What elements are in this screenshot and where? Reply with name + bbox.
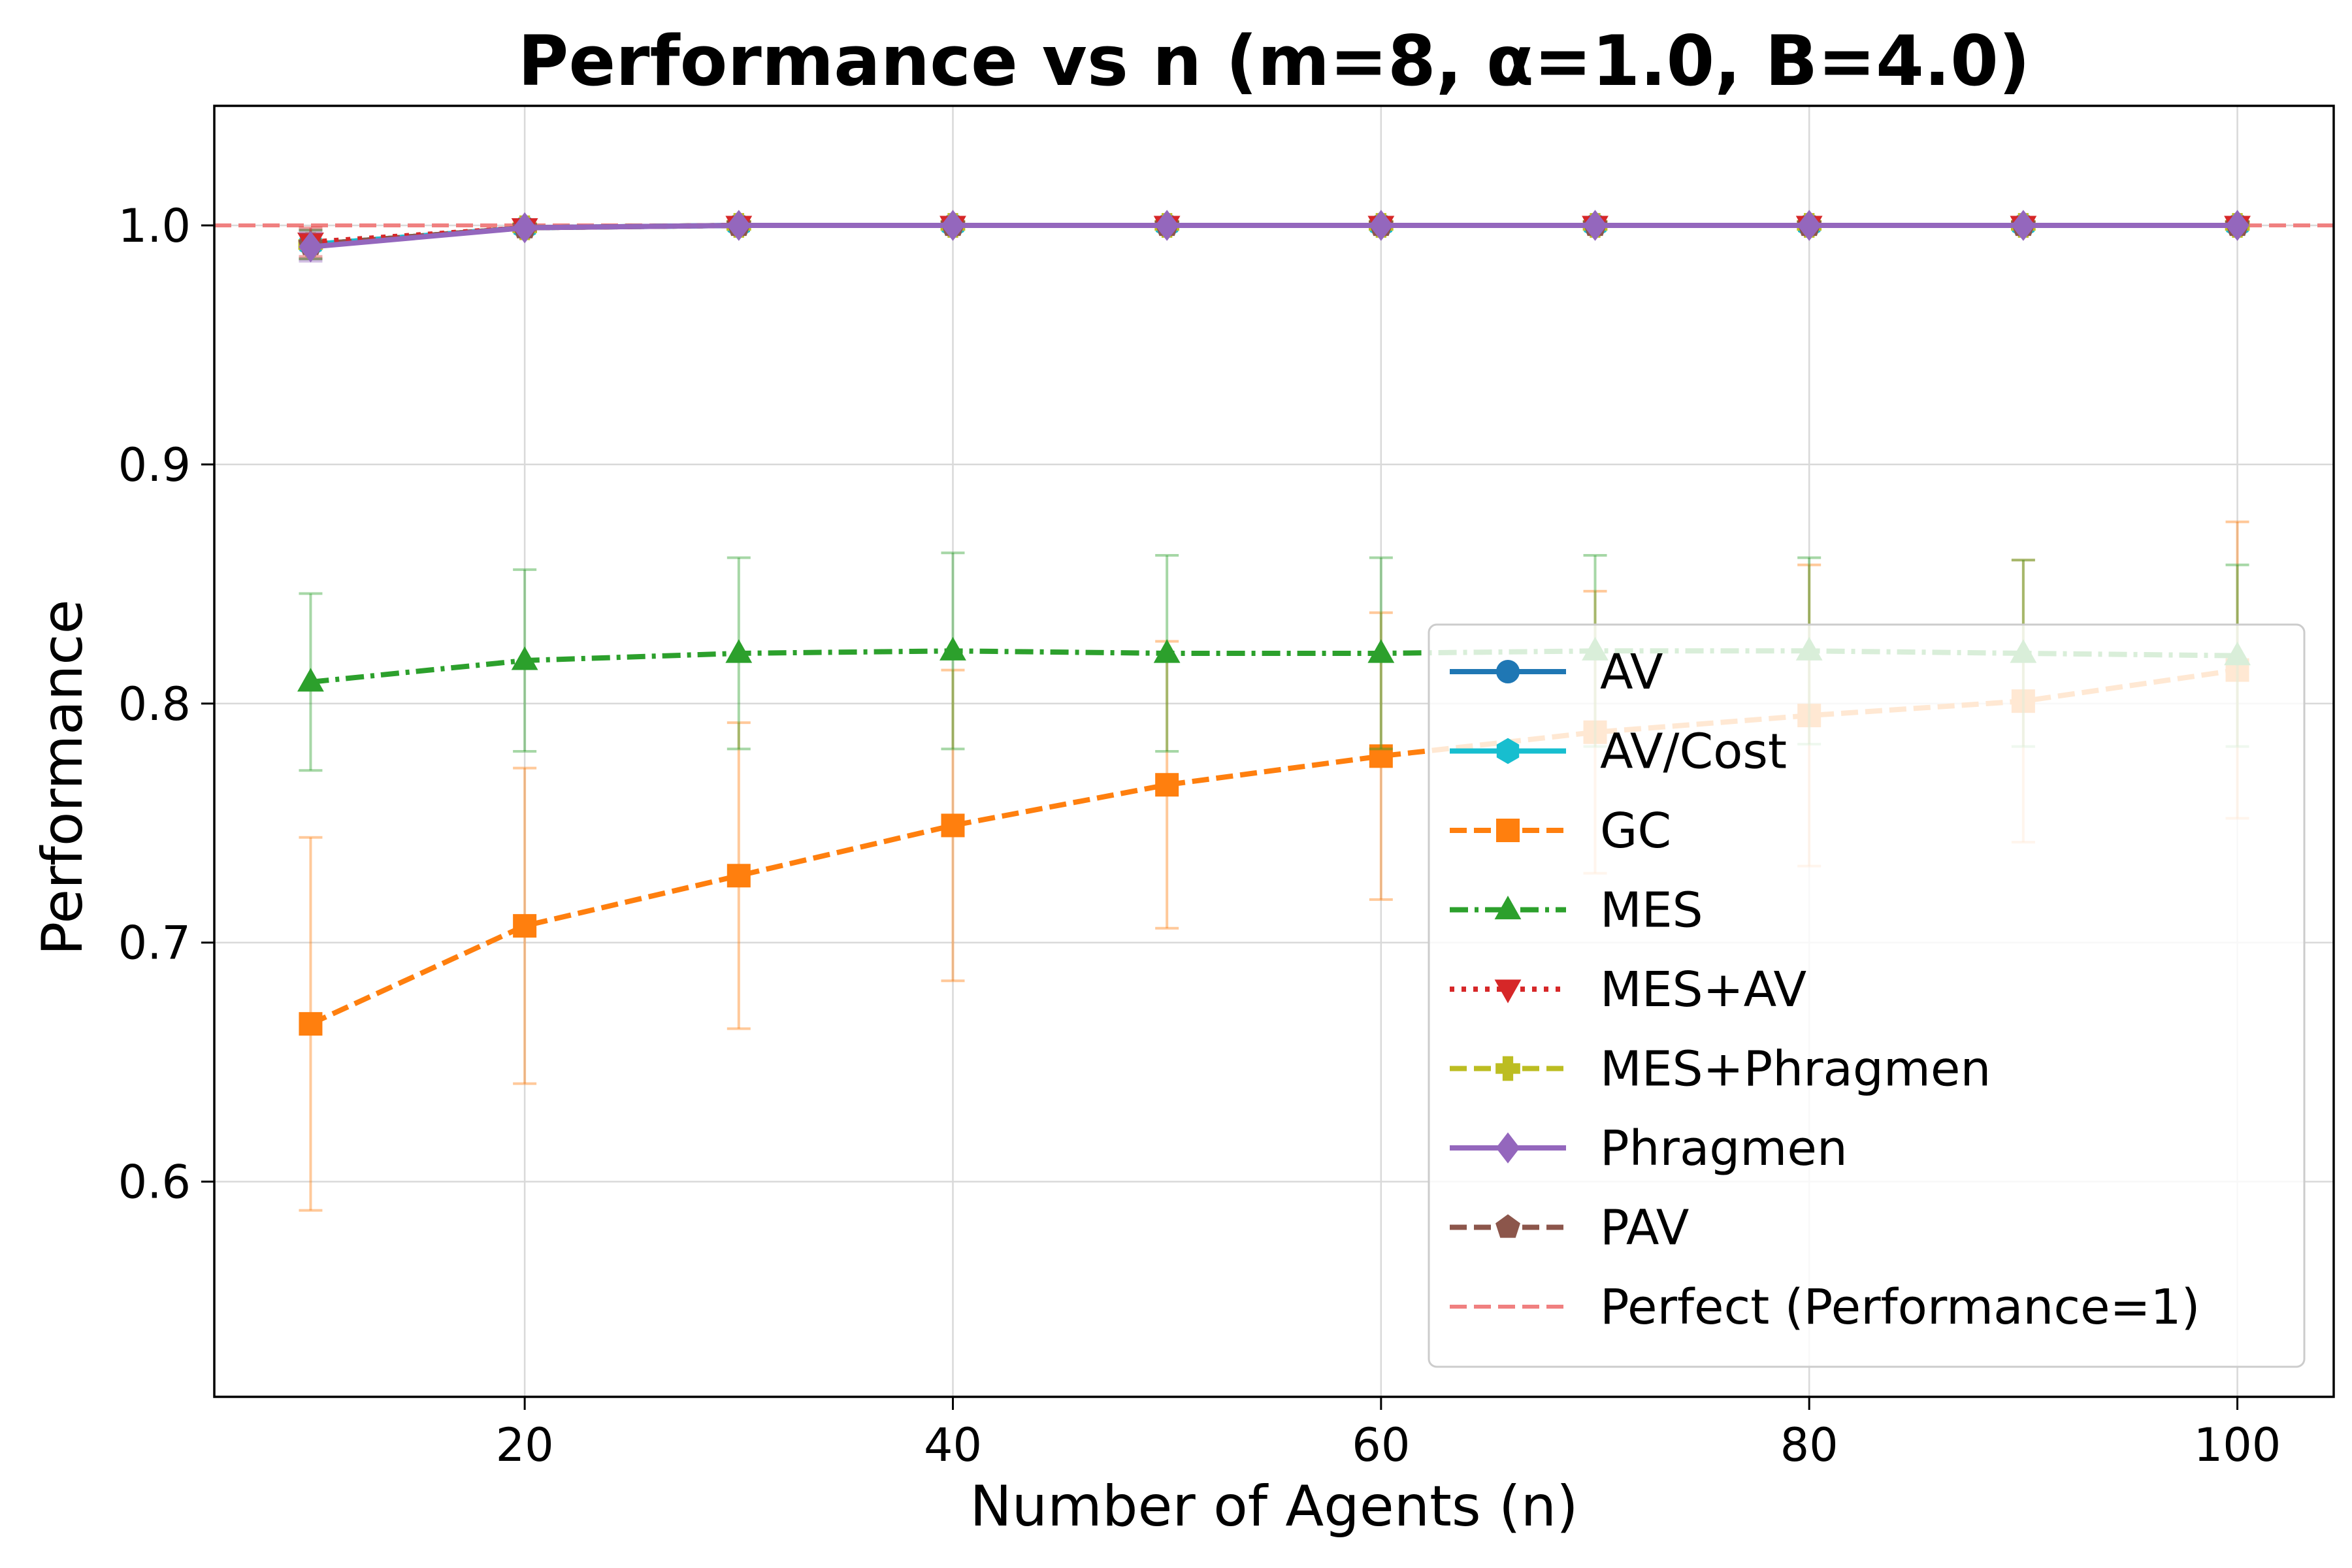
y-tick-label-0.8: 0.8: [118, 678, 191, 731]
series-phragmen: [299, 210, 2249, 263]
point-phragmen-30: [727, 210, 751, 241]
point-mes-20: [511, 646, 538, 670]
x-tick-label-60: 60: [1352, 1418, 1410, 1472]
x-tick-label-80: 80: [1780, 1418, 1838, 1472]
series-line-mes: [310, 648, 2238, 685]
point-mes-10: [297, 668, 324, 692]
y-tick-label-0.6: 0.6: [118, 1156, 191, 1209]
chart-title: Performance vs n (m=8, α=1.0, B=4.0): [518, 21, 2031, 101]
point-mes-30: [725, 639, 753, 663]
legend-marker-mes-av: [1494, 979, 1522, 1004]
y-axis-label: Performance: [30, 600, 95, 956]
legend-item-gc: GC: [1450, 803, 1671, 859]
point-phragmen-90: [2011, 210, 2036, 241]
x-axis-label: Number of Agents (n): [970, 1474, 1578, 1539]
legend-marker-mes: [1494, 895, 1522, 920]
legend-marker-gc: [1496, 819, 1520, 842]
point-mes-50: [1153, 639, 1181, 663]
axis-ticks: 20 40 60 80 100 0.6 0.7 0.8 0.9 1.0: [118, 199, 2281, 1472]
point-mes-60: [1367, 639, 1395, 663]
series-line-phragmen: [310, 222, 2238, 250]
legend-label-av: AV: [1600, 644, 1663, 700]
axes-frame: [213, 105, 2335, 1398]
point-gc-50: [1155, 773, 1179, 797]
legend-item-pav: PAV: [1450, 1200, 1690, 1256]
legend-label-perfect-performance-1-: Perfect (Performance=1): [1600, 1279, 2200, 1335]
point-phragmen-70: [1583, 210, 1607, 241]
point-gc-60: [1369, 744, 1393, 768]
legend-marker-pav: [1495, 1214, 1520, 1238]
legend-label-phragmen: Phragmen: [1600, 1120, 1848, 1177]
legend: AV AV/Cost GC MES MES+AV MES+Phragmen Phragmen…: [1428, 623, 2306, 1368]
legend-label-mes-av: MES+AV: [1600, 962, 1806, 1018]
legend-item-mes-av: MES+AV: [1450, 962, 1806, 1018]
legend-box: [1428, 623, 2306, 1368]
legend-item-mes-phragmen: MES+Phragmen: [1450, 1041, 1991, 1098]
point-phragmen-80: [1797, 210, 1821, 241]
legend-item-mes: MES: [1450, 883, 1703, 939]
legend-label-mes: MES: [1600, 883, 1703, 939]
point-gc-10: [299, 1012, 323, 1036]
legend-label-mes-phragmen: MES+Phragmen: [1600, 1041, 1991, 1098]
x-tick-label-100: 100: [2194, 1418, 2281, 1472]
legend-marker-phragmen: [1495, 1132, 1520, 1164]
point-phragmen-50: [1154, 210, 1179, 241]
point-gc-40: [941, 813, 965, 838]
legend-item-av: AV: [1450, 644, 1663, 700]
legend-item-av-cost: AV/Cost: [1450, 724, 1787, 780]
point-phragmen-60: [1369, 210, 1394, 241]
x-tick-label-40: 40: [924, 1418, 982, 1472]
legend-marker-mes-phragmen: [1495, 1056, 1520, 1081]
legend-label-pav: PAV: [1600, 1200, 1690, 1256]
legend-marker-av: [1496, 660, 1520, 683]
point-gc-20: [513, 914, 537, 938]
legend-marker-av-cost: [1496, 738, 1520, 764]
point-phragmen-100: [2225, 210, 2249, 241]
legend-item-perfect-performance-1-: Perfect (Performance=1): [1450, 1279, 2200, 1335]
y-tick-label-0.9: 0.9: [118, 438, 191, 492]
legend-item-phragmen: Phragmen: [1450, 1120, 1848, 1177]
y-tick-label-1: 1.0: [118, 199, 191, 253]
point-phragmen-40: [941, 210, 965, 241]
x-tick-label-20: 20: [496, 1418, 554, 1472]
y-tick-label-0.7: 0.7: [118, 917, 191, 970]
legend-label-av-cost: AV/Cost: [1600, 724, 1787, 780]
point-phragmen-10: [299, 231, 323, 263]
point-gc-30: [727, 864, 751, 888]
point-phragmen-20: [512, 212, 537, 244]
point-mes-40: [939, 636, 966, 661]
legend-label-gc: GC: [1600, 803, 1671, 859]
